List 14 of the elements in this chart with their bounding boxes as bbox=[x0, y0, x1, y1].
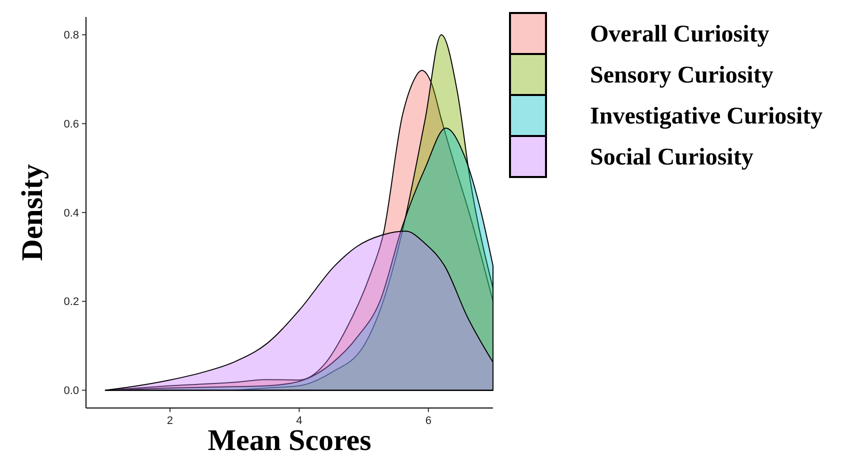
legend-label: Investigative Curiosity bbox=[590, 103, 823, 130]
y-tick-label: 0.2 bbox=[64, 296, 79, 308]
x-tick-label: 4 bbox=[296, 415, 302, 427]
x-tick-label: 6 bbox=[425, 415, 432, 427]
legend-label: Sensory Curiosity bbox=[590, 62, 774, 88]
y-tick-label: 0.0 bbox=[64, 385, 79, 398]
y-tick-label: 0.6 bbox=[64, 118, 79, 130]
y-tick-label: 0.4 bbox=[64, 207, 79, 220]
y-axis-title: Density bbox=[16, 164, 49, 261]
x-tick-label: 2 bbox=[166, 415, 174, 427]
legend-label: Social Curiosity bbox=[590, 144, 754, 170]
legend-label: Overall Curiosity bbox=[590, 21, 770, 48]
x-axis-title: Mean Scores bbox=[208, 424, 372, 457]
y-tick-label: 0.8 bbox=[64, 30, 79, 42]
